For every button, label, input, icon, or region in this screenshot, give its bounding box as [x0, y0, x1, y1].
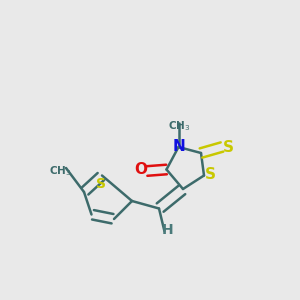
Text: CH$_3$: CH$_3$ — [168, 119, 190, 133]
Text: S: S — [96, 177, 106, 191]
Text: CH$_3$: CH$_3$ — [49, 164, 71, 178]
Text: H: H — [162, 224, 174, 237]
Text: S: S — [223, 140, 234, 154]
Text: S: S — [205, 167, 216, 182]
Text: N: N — [173, 139, 185, 154]
Text: O: O — [134, 162, 147, 177]
